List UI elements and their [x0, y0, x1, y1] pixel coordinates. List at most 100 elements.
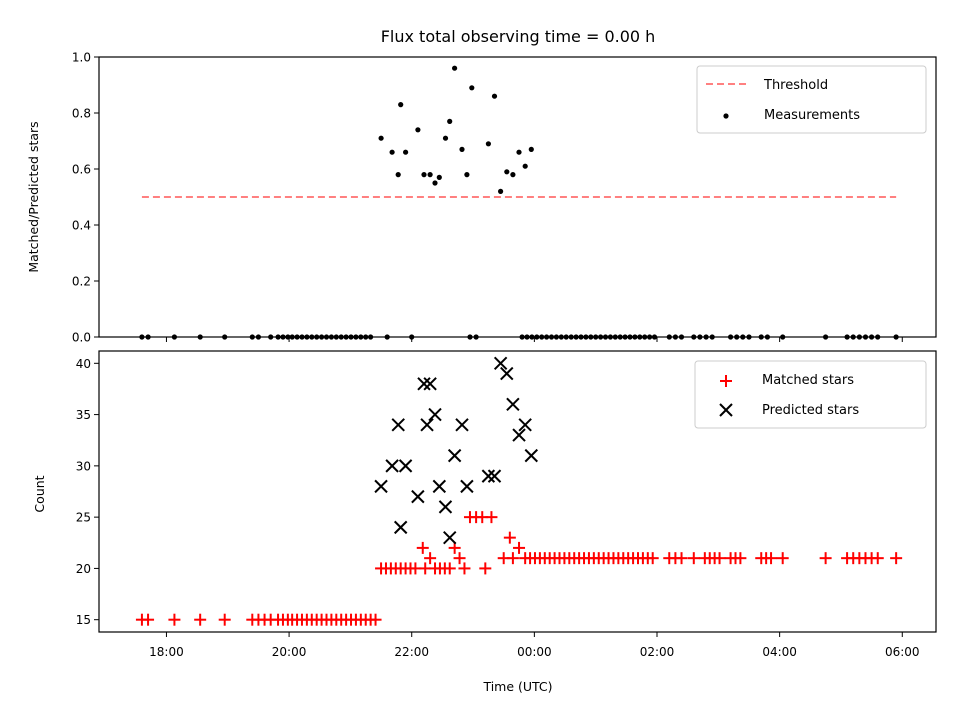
- matched-point: [479, 562, 492, 575]
- predicted-point: [411, 489, 425, 504]
- matched-legend-label: Matched stars: [762, 373, 854, 388]
- x-tick-label: 00:00: [517, 645, 552, 659]
- predicted-point: [500, 366, 514, 381]
- matched-point: [485, 511, 498, 524]
- bottom-y-axis-label: Count: [32, 475, 47, 512]
- top-axes-frame: [98, 56, 937, 338]
- bottom-y-tick-label: 40: [76, 357, 91, 371]
- predicted-legend-label: Predicted stars: [762, 403, 859, 418]
- measurement-point: [432, 180, 438, 186]
- x-tick-label: 22:00: [394, 645, 429, 659]
- predicted-point: [518, 418, 532, 432]
- bottom-y-tick-label: 15: [76, 613, 91, 627]
- predicted-point: [438, 500, 453, 514]
- bottom-y-tick-label: 30: [76, 459, 91, 473]
- top-y-axis-label: Matched/Predicted stars: [26, 121, 41, 272]
- bottom-panel: 15 20 25 30 35 40 18:00 20:00 22:00 00:00 02:00 04…: [32, 350, 937, 694]
- predicted-point: [512, 428, 526, 442]
- matched-legend-swatch: [720, 375, 732, 387]
- predicted-point: [391, 418, 405, 432]
- bottom-y-tick-label: 20: [76, 562, 91, 576]
- measurement-point: [415, 127, 421, 133]
- predicted-point: [524, 448, 539, 463]
- predicted-point: [428, 407, 442, 422]
- predicted-point: [417, 377, 431, 391]
- measurement-point: [516, 149, 522, 155]
- x-tick-label: 02:00: [640, 645, 675, 659]
- top-y-tick-label: 0.2: [72, 275, 91, 289]
- measurement-point: [464, 172, 470, 178]
- measurement-point: [436, 174, 442, 180]
- measurement-point: [403, 149, 409, 155]
- threshold-legend-label: Threshold: [763, 78, 828, 93]
- predicted-point: [493, 356, 508, 371]
- matched-point: [890, 552, 903, 565]
- matched-point: [424, 552, 437, 565]
- matched-point: [443, 562, 456, 575]
- top-y-tick-label: 0.0: [72, 331, 91, 345]
- top-y-tick-label: 0.8: [72, 107, 91, 121]
- top-y-tick-label: 0.4: [72, 219, 91, 233]
- predicted-point: [374, 479, 388, 494]
- bottom-legend-box: [694, 360, 927, 429]
- predicted-point: [398, 459, 413, 473]
- measurement-point: [504, 169, 510, 175]
- measurement-point: [378, 135, 384, 141]
- top-legend-box: [696, 65, 927, 134]
- measurement-point: [498, 188, 504, 194]
- measurement-point: [427, 172, 433, 178]
- predicted-point: [420, 418, 434, 432]
- matched-point: [734, 552, 747, 565]
- predicted-point: [423, 377, 437, 391]
- x-tick-label: 20:00: [272, 645, 307, 659]
- matched-point: [513, 541, 526, 554]
- x-tick-label: 18:00: [149, 645, 184, 659]
- predicted-point: [460, 479, 474, 494]
- matched-point: [687, 552, 700, 565]
- predicted-point: [432, 479, 447, 494]
- matched-point: [142, 613, 155, 626]
- matched-point: [713, 552, 726, 565]
- matched-point: [776, 552, 789, 565]
- measurement-point: [452, 65, 458, 71]
- matched-point: [194, 613, 207, 626]
- x-tick-label: 06:00: [885, 645, 920, 659]
- matched-point: [218, 613, 231, 626]
- matched-point: [871, 552, 884, 565]
- matched-point: [503, 531, 516, 544]
- measurements-legend-swatch: [723, 113, 729, 119]
- measurement-point: [389, 149, 395, 155]
- measurement-point: [447, 118, 453, 124]
- x-tick-label: 04:00: [762, 645, 797, 659]
- matched-point: [819, 552, 832, 565]
- measurement-point: [398, 102, 404, 108]
- matched-point: [453, 552, 466, 565]
- matched-point: [765, 552, 778, 565]
- bottom-y-tick-label: 35: [76, 408, 91, 422]
- top-y-tick-label: 1.0: [72, 51, 91, 65]
- predicted-point: [506, 397, 520, 412]
- measurement-point: [421, 172, 427, 178]
- matched-point: [168, 613, 181, 626]
- matched-point: [458, 562, 471, 575]
- predicted-point: [447, 448, 462, 463]
- measurement-point: [485, 141, 491, 147]
- predicted-legend-swatch: [719, 403, 733, 417]
- bottom-legend: Matched stars Predicted stars: [694, 360, 927, 429]
- measurement-point: [528, 146, 534, 152]
- top-legend: Threshold Measurements: [696, 65, 927, 134]
- predicted-point: [481, 469, 496, 483]
- measurement-point: [510, 172, 516, 178]
- measurement-point: [522, 163, 528, 169]
- predicted-point: [393, 520, 408, 535]
- predicted-point: [385, 459, 399, 473]
- bottom-axes-frame: [98, 350, 937, 633]
- matched-point: [675, 552, 688, 565]
- chart-title: Flux total observing time = 0.00 h: [381, 27, 656, 46]
- matched-point: [506, 552, 519, 565]
- top-panel: 0.0 0.2 0.4 0.6 0.8 1.0 Matched/Predicted sta…: [26, 51, 937, 345]
- measurement-point: [442, 135, 449, 141]
- measurements-legend-label: Measurements: [764, 108, 860, 123]
- matched-point: [646, 552, 659, 565]
- predicted-point: [455, 418, 469, 432]
